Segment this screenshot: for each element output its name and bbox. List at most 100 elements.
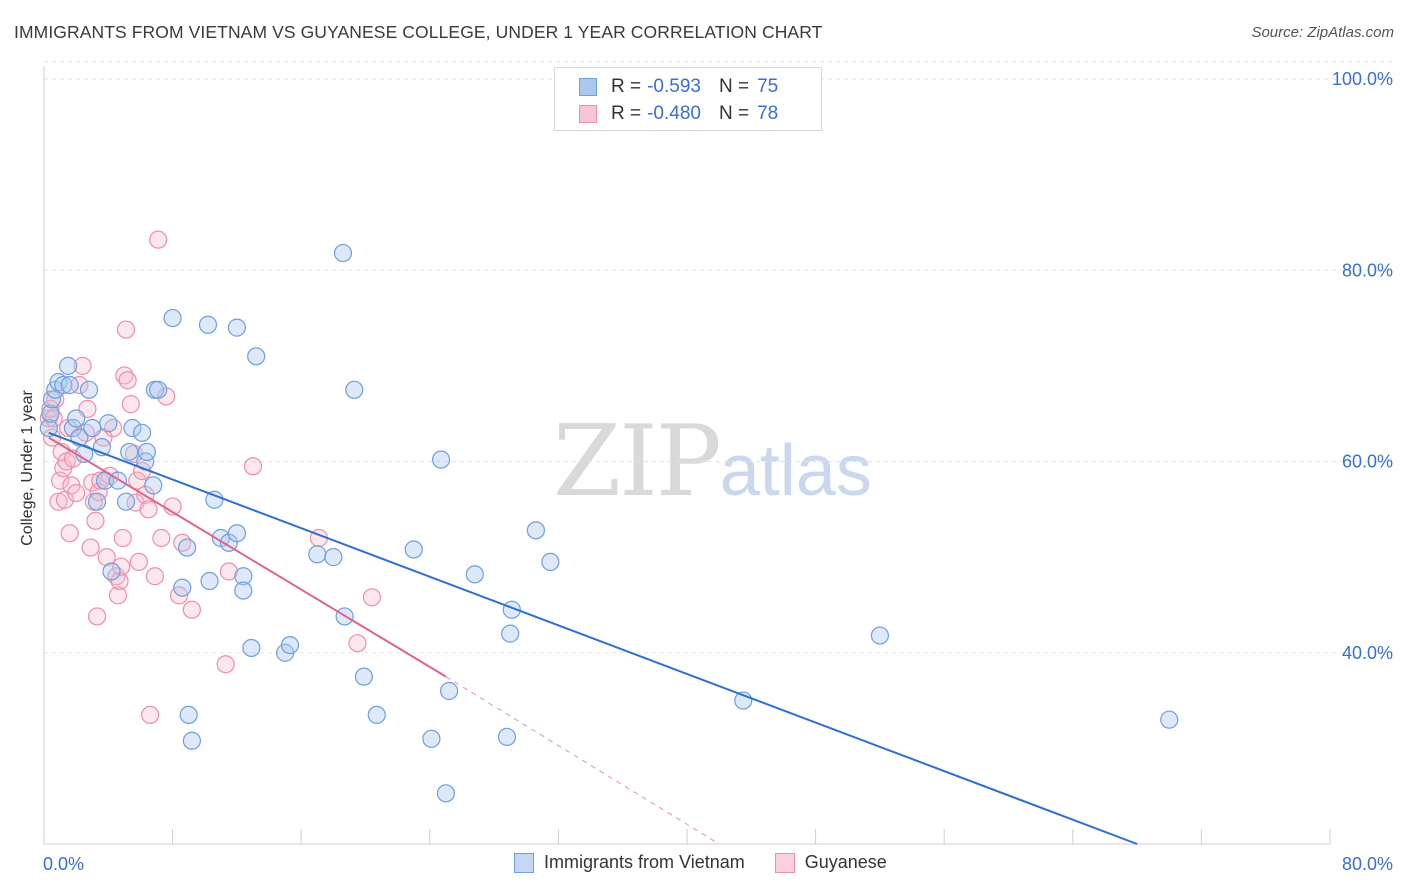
vietnam-point bbox=[280, 635, 300, 655]
guyanese-points bbox=[39, 230, 382, 725]
trend-lines bbox=[48, 431, 1138, 845]
series-legend: Immigrants from Vietnam Guyanese bbox=[514, 852, 917, 873]
legend-n-value: 75 bbox=[757, 76, 779, 97]
guyanese-point bbox=[67, 483, 86, 503]
vietnam-point bbox=[42, 390, 62, 409]
vietnam-point bbox=[79, 380, 99, 399]
guyanese-trend-line bbox=[48, 436, 447, 678]
vietnam-point bbox=[54, 375, 73, 395]
vietnam-point bbox=[439, 681, 459, 701]
vietnam-point bbox=[120, 442, 139, 462]
vietnam-point bbox=[541, 552, 560, 572]
legend-label-vietnam: Immigrants from Vietnam bbox=[544, 852, 745, 872]
vietnam-point bbox=[345, 380, 364, 399]
vietnam-point bbox=[173, 578, 192, 597]
vietnam-point bbox=[497, 727, 517, 747]
guyanese-point bbox=[145, 567, 165, 586]
vietnam-point bbox=[431, 450, 451, 469]
legend-swatch-blue bbox=[514, 852, 534, 873]
legend-item-guyanese: Guyanese bbox=[774, 852, 887, 873]
guyanese-point bbox=[112, 557, 131, 576]
guyanese-point bbox=[362, 588, 382, 607]
vietnam-point bbox=[354, 667, 373, 686]
vietnam-point bbox=[67, 409, 86, 428]
vietnam-point bbox=[163, 308, 182, 328]
guyanese-point bbox=[118, 371, 137, 390]
chart-title: IMMIGRANTS FROM VIETNAM VS GUYANESE COLL… bbox=[14, 22, 823, 42]
vietnam-point bbox=[1160, 710, 1179, 729]
vietnam-point bbox=[116, 492, 136, 511]
guyanese-point bbox=[139, 500, 158, 519]
vietnam-point bbox=[179, 705, 198, 725]
vietnam-point bbox=[465, 565, 484, 584]
guyanese-point bbox=[49, 492, 68, 511]
axes bbox=[43, 66, 1331, 845]
source-credit: Source: ZipAtlas.com bbox=[1251, 24, 1394, 41]
y-tick-label: 40.0% bbox=[1342, 643, 1393, 663]
legend-label-guyanese: Guyanese bbox=[804, 852, 887, 872]
vietnam-point bbox=[324, 548, 343, 567]
watermark-atlas: atlas bbox=[719, 431, 872, 511]
vietnam-point bbox=[149, 380, 168, 399]
legend-swatch-blue bbox=[579, 78, 597, 96]
tick-labels: 100.0% 80.0% 60.0% 40.0% 0.0% 80.0% bbox=[43, 69, 1393, 874]
vietnam-point bbox=[182, 731, 201, 750]
guyanese-point bbox=[81, 538, 100, 557]
vietnam-point bbox=[526, 521, 545, 540]
vietnam-point bbox=[308, 545, 327, 564]
vietnam-point bbox=[227, 318, 246, 337]
guyanese-point bbox=[149, 230, 168, 249]
guyanese-point bbox=[70, 375, 89, 395]
vietnam-trend-line bbox=[48, 431, 1138, 845]
legend-r-value: -0.593 bbox=[647, 76, 701, 97]
vietnam-point bbox=[60, 375, 79, 395]
vietnam-point bbox=[63, 418, 83, 438]
vietnam-point bbox=[102, 562, 121, 581]
guyanese-point bbox=[116, 320, 136, 339]
vietnam-point bbox=[39, 418, 58, 438]
vietnam-point bbox=[205, 490, 224, 509]
legend-n-value: 78 bbox=[757, 103, 779, 124]
guyanese-point bbox=[140, 705, 160, 725]
legend-swatch-pink bbox=[774, 852, 795, 873]
guyanese-point bbox=[97, 548, 116, 567]
guyanese-point bbox=[86, 511, 105, 530]
vietnam-point bbox=[41, 404, 60, 423]
y-tick-label: 80.0% bbox=[1342, 260, 1393, 280]
vietnam-point bbox=[367, 705, 386, 725]
guyanese-point bbox=[121, 395, 140, 414]
vietnam-point bbox=[137, 442, 156, 462]
vietnam-point bbox=[242, 638, 261, 658]
guyanese-point bbox=[182, 600, 201, 619]
guyanese-point bbox=[87, 607, 107, 626]
vietnam-point bbox=[144, 476, 163, 495]
vietnam-point bbox=[87, 492, 107, 511]
guyanese-point bbox=[348, 634, 367, 653]
guyanese-point bbox=[243, 457, 263, 476]
legend-row-vietnam: R = -0.593 N = 75 bbox=[579, 74, 778, 100]
legend-n-label: N = bbox=[718, 76, 750, 97]
guyanese-point bbox=[73, 356, 92, 375]
vietnam-point bbox=[132, 423, 152, 442]
guyanese-point bbox=[129, 552, 148, 572]
legend-r-label: R = bbox=[611, 76, 642, 97]
vietnam-point bbox=[404, 540, 423, 559]
legend-item-vietnam: Immigrants from Vietnam bbox=[514, 852, 745, 873]
vietnam-point bbox=[234, 567, 253, 586]
x-tick-label-end: 80.0% bbox=[1342, 854, 1393, 874]
legend-r-value: -0.480 bbox=[647, 103, 701, 124]
vietnam-point bbox=[333, 243, 353, 263]
vietnam-point bbox=[870, 626, 890, 645]
vietnam-point bbox=[247, 347, 266, 366]
vietnam-point bbox=[200, 571, 219, 591]
guyanese-point bbox=[219, 562, 238, 581]
grid-lines bbox=[44, 61, 1392, 654]
vietnam-point bbox=[59, 356, 78, 375]
guyanese-trend-extension bbox=[445, 676, 720, 845]
vietnam-point bbox=[49, 373, 68, 392]
vietnam-point bbox=[99, 414, 118, 433]
guyanese-point bbox=[216, 655, 235, 674]
y-tick-label: 60.0% bbox=[1342, 452, 1393, 472]
legend-row-guyanese: R = -0.480 N = 78 bbox=[579, 101, 778, 127]
